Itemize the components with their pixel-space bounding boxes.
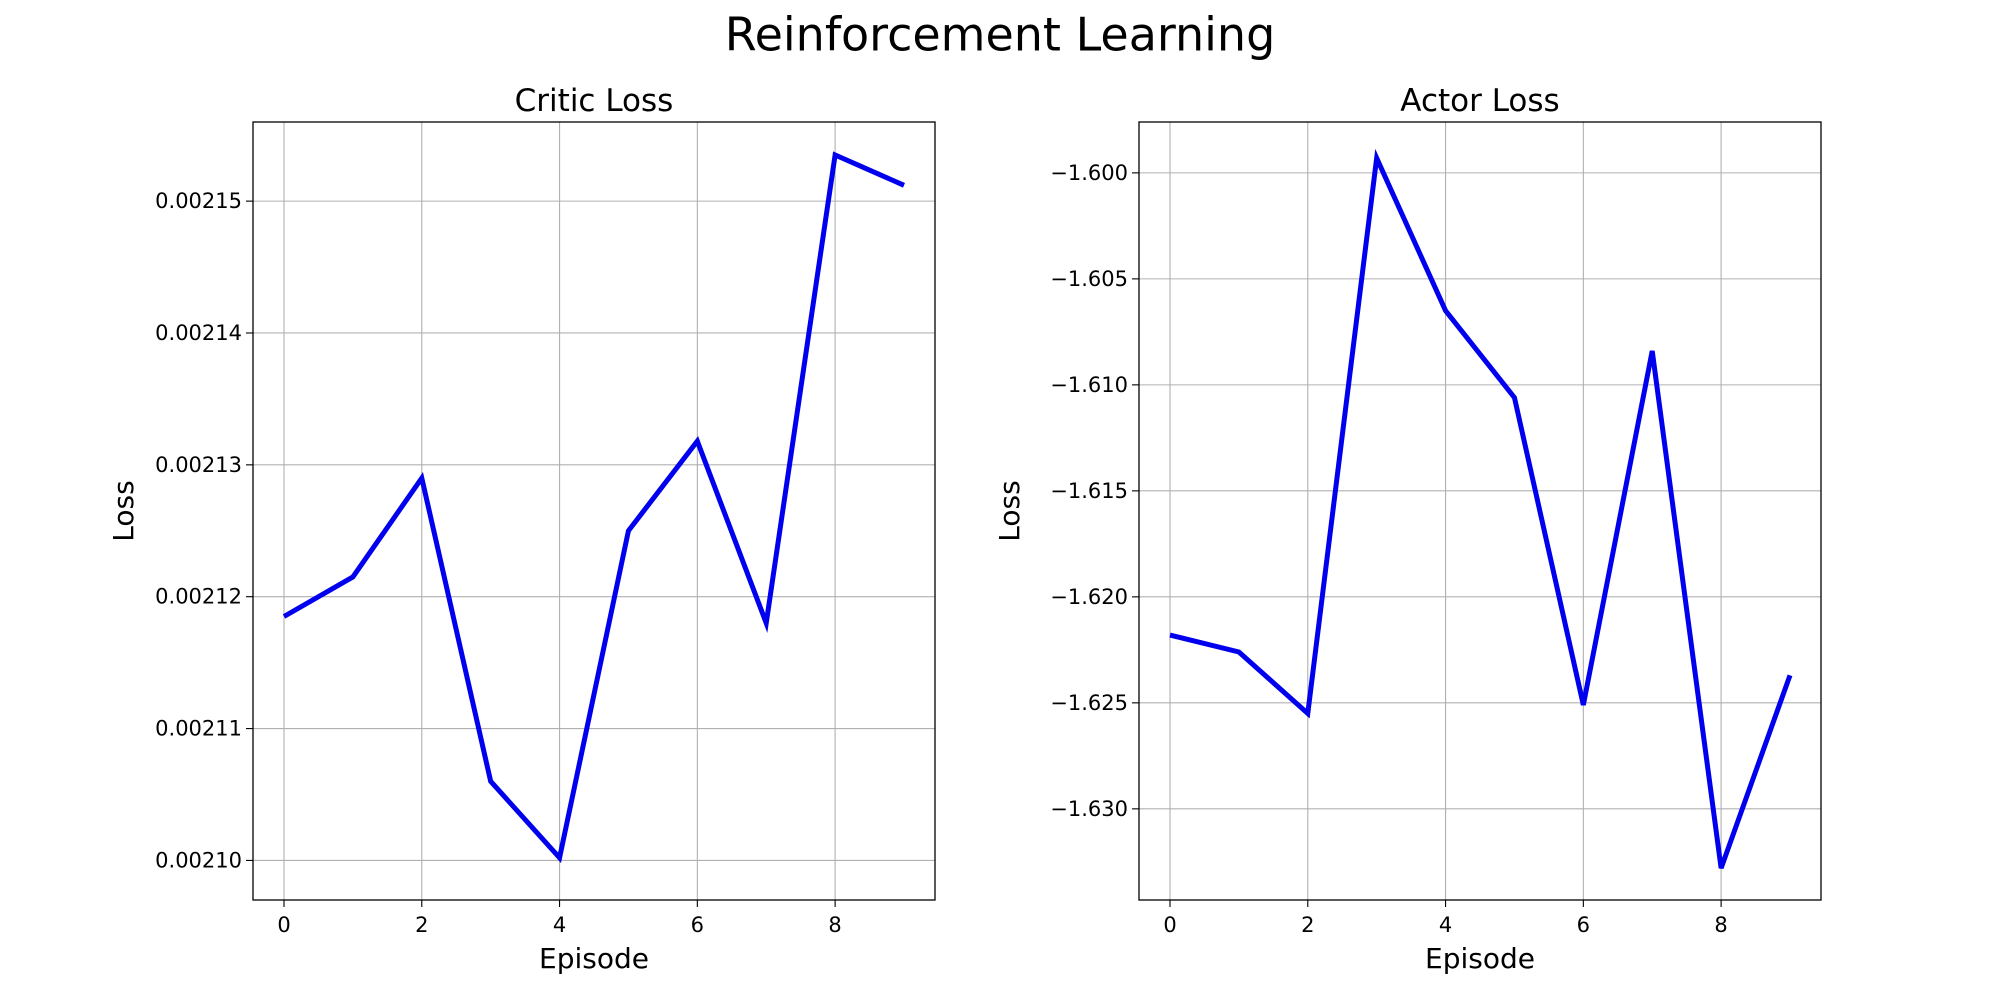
critic-loss-data-point	[488, 778, 494, 784]
y-axis-label: Loss	[993, 480, 1026, 541]
y-tick-label: −1.630	[1050, 797, 1128, 821]
x-tick-label: 2	[415, 913, 428, 937]
x-axis-label: Episode	[539, 942, 649, 975]
y-tick-label: 0.00211	[155, 717, 242, 741]
critic-loss-chart: 0 2 4 6 8 0.00210 0.00211 0.00212 0.00213 0.00214…	[107, 83, 936, 975]
critic-loss-data-point	[901, 182, 907, 188]
y-tick-label: −1.615	[1050, 479, 1128, 503]
y-axis-label: Loss	[107, 480, 140, 541]
critic-loss-data-point	[281, 613, 287, 619]
critic-loss-data-point	[832, 152, 838, 158]
actor-loss-series-line	[1169, 148, 1793, 870]
actor-loss-axes-frame	[1138, 121, 1822, 901]
y-tick-label: −1.605	[1050, 267, 1128, 291]
critic-loss-data-point	[763, 620, 769, 626]
x-tick-label: 0	[277, 913, 290, 937]
actor-loss-data-point	[1374, 155, 1380, 161]
actor-loss-data-point	[1443, 308, 1449, 314]
x-tick-label: 4	[1439, 913, 1452, 937]
critic-loss-series-line	[282, 151, 906, 864]
critic-loss-data-point	[694, 438, 700, 444]
actor-loss-data-point	[1649, 348, 1655, 354]
y-tick-label: 0.00215	[155, 189, 242, 213]
x-tick-label: 8	[828, 913, 841, 937]
actor-loss-data-point	[1511, 395, 1517, 401]
actor-loss-data-point	[1305, 710, 1311, 716]
critic-loss-axes-frame	[252, 121, 936, 901]
actor-loss-data-point	[1236, 649, 1242, 655]
actor-loss-data-point	[1167, 632, 1173, 638]
y-tick-label: 0.00213	[155, 453, 242, 477]
actor-loss-data-point	[1718, 865, 1724, 871]
critic-loss-gridlines	[253, 122, 935, 900]
actor-loss-data-point	[1580, 702, 1586, 708]
x-tick-label: 4	[553, 913, 566, 937]
critic-loss-data-point	[625, 528, 631, 534]
y-tick-label: −1.625	[1050, 691, 1128, 715]
y-tick-label: 0.00212	[155, 585, 242, 609]
x-tick-label: 0	[1163, 913, 1176, 937]
critic-loss-data-point	[350, 574, 356, 580]
y-tick-label: 0.00210	[155, 848, 242, 872]
y-tick-label: −1.610	[1050, 373, 1128, 397]
y-tick-label: −1.600	[1050, 161, 1128, 185]
x-axis-label: Episode	[1425, 942, 1535, 975]
actor-loss-data-point	[1787, 672, 1793, 678]
actor-loss-gridlines	[1139, 122, 1821, 900]
y-tick-label: 0.00214	[155, 321, 242, 345]
figure-title: Reinforcement Learning	[725, 8, 1276, 62]
actor-loss-chart: 0 2 4 6 8 −1.600 −1.605 −1.610 −1.615 −1.620 −1.62…	[993, 83, 1822, 975]
critic-loss-title: Critic Loss	[515, 83, 674, 119]
x-tick-label: 2	[1301, 913, 1314, 937]
critic-loss-data-point	[419, 475, 425, 481]
x-tick-label: 8	[1714, 913, 1727, 937]
x-tick-label: 6	[1577, 913, 1590, 937]
y-tick-label: −1.620	[1050, 585, 1128, 609]
critic-loss-data-point	[557, 855, 563, 861]
x-tick-label: 6	[691, 913, 704, 937]
actor-loss-title: Actor Loss	[1400, 83, 1559, 119]
